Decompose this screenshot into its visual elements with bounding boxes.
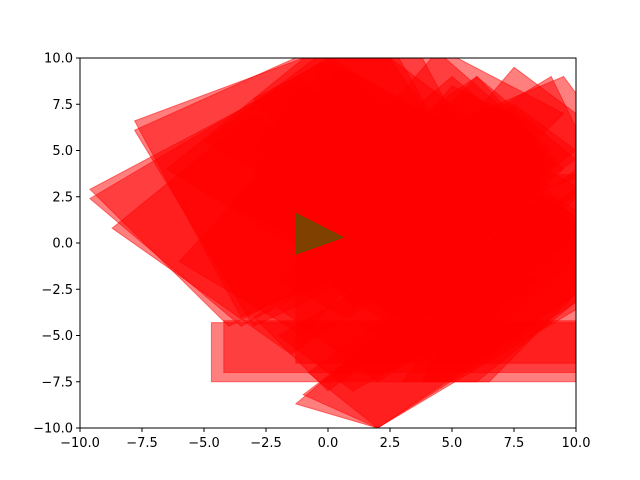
y-tick-label-2: −5.0 (41, 329, 73, 344)
x-tick-label-7: 7.5 (504, 436, 525, 451)
y-tick-label-7: 7.5 (52, 98, 73, 113)
x-tick-label-3: −2.5 (250, 436, 282, 451)
x-tick-label-6: 5.0 (442, 436, 463, 451)
x-tick-label-2: −5.0 (188, 436, 220, 451)
x-tick-label-4: 0.0 (318, 436, 339, 451)
y-axis: −10.0 −7.5 −5.0 −2.5 0.0 2.5 5.0 7.5 10.0 (33, 52, 80, 437)
y-tick-label-3: −2.5 (41, 283, 73, 298)
x-axis: −10.0 −7.5 −5.0 −2.5 0.0 2.5 5.0 7.5 10.0 (60, 428, 590, 451)
x-tick-label-5: 2.5 (380, 436, 401, 451)
y-tick-label-5: 2.5 (52, 190, 73, 205)
y-tick-label-0: −10.0 (33, 422, 73, 437)
x-tick-label-0: −10.0 (60, 436, 100, 451)
y-tick-label-1: −7.5 (41, 375, 73, 390)
y-tick-label-4: 0.0 (52, 237, 73, 252)
x-tick-label-1: −7.5 (126, 436, 158, 451)
red-polygon-33 (277, 242, 503, 392)
red-polygon-34 (227, 66, 428, 244)
y-tick-label-6: 5.0 (52, 144, 73, 159)
x-tick-label-8: 10.0 (562, 436, 591, 451)
y-tick-label-8: 10.0 (44, 52, 73, 67)
green-polygon-0 (295, 212, 345, 255)
polygon-layer (89, 58, 576, 428)
